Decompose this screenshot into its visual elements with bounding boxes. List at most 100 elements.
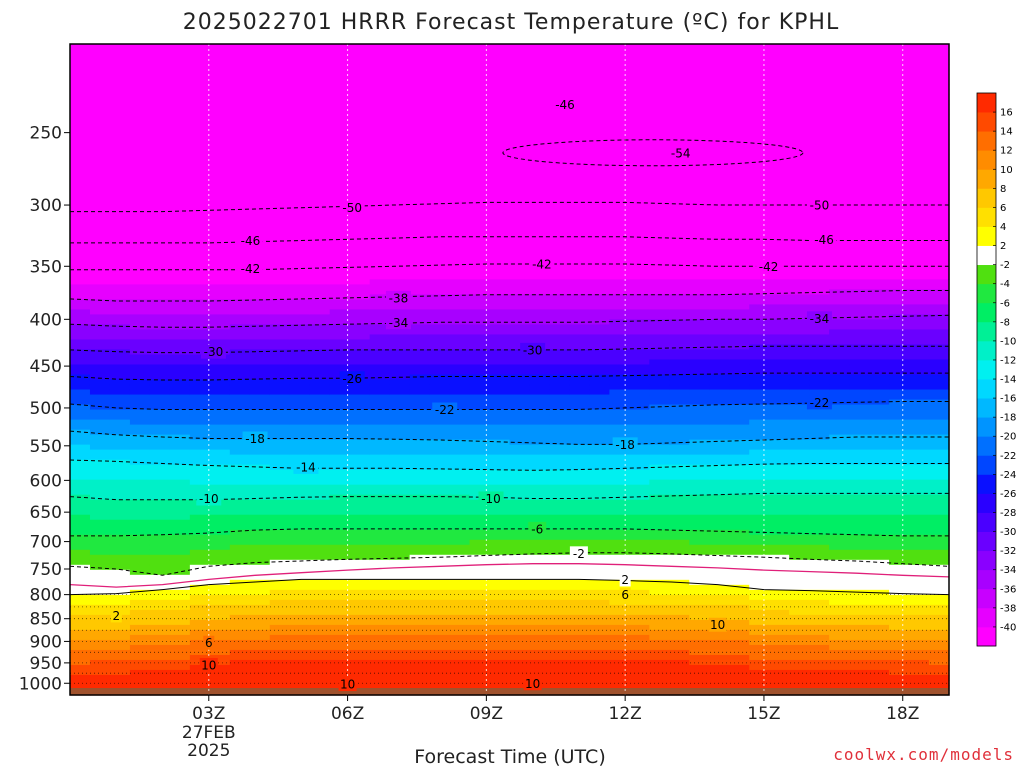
field-cell bbox=[469, 49, 491, 55]
field-cell bbox=[289, 124, 311, 130]
field-cell bbox=[229, 499, 251, 506]
field-cell bbox=[549, 249, 571, 255]
field-cell bbox=[669, 569, 690, 576]
field-cell bbox=[449, 569, 471, 576]
field-cell bbox=[829, 79, 850, 85]
field-cell bbox=[629, 119, 650, 125]
field-cell bbox=[109, 544, 131, 551]
field-cell bbox=[349, 464, 371, 471]
field-cell bbox=[429, 654, 451, 661]
field-cell bbox=[549, 504, 571, 511]
field-cell bbox=[429, 74, 451, 80]
field-cell bbox=[369, 509, 391, 516]
field-cell bbox=[369, 584, 391, 591]
field-cell bbox=[809, 134, 830, 140]
field-cell bbox=[489, 449, 511, 456]
field-cell bbox=[569, 384, 591, 391]
field-cell bbox=[89, 519, 111, 526]
field-cell bbox=[249, 409, 271, 416]
field-cell bbox=[549, 144, 571, 150]
field-cell bbox=[389, 364, 411, 371]
field-cell bbox=[409, 499, 431, 506]
field-cell bbox=[129, 439, 151, 446]
field-cell bbox=[89, 569, 111, 576]
field-cell bbox=[529, 429, 551, 436]
field-cell bbox=[789, 174, 810, 180]
field-cell bbox=[409, 629, 431, 636]
field-cell bbox=[369, 444, 391, 451]
field-cell bbox=[89, 204, 111, 210]
field-cell bbox=[129, 464, 151, 471]
field-cell bbox=[289, 304, 311, 311]
field-cell bbox=[169, 74, 191, 80]
field-cell bbox=[749, 314, 770, 321]
field-cell bbox=[589, 369, 610, 376]
field-cell bbox=[189, 464, 211, 471]
field-cell bbox=[729, 609, 750, 616]
field-cell bbox=[469, 584, 491, 591]
field-cell bbox=[249, 224, 271, 230]
field-cell bbox=[689, 159, 710, 165]
field-cell bbox=[229, 424, 251, 431]
field-cell bbox=[129, 494, 151, 501]
field-cell bbox=[489, 649, 511, 656]
field-cell bbox=[449, 224, 471, 230]
field-cell bbox=[149, 684, 171, 691]
field-cell bbox=[149, 404, 171, 411]
field-cell bbox=[729, 584, 750, 591]
field-cell bbox=[649, 299, 670, 305]
field-cell bbox=[689, 94, 710, 100]
field-cell bbox=[389, 214, 411, 220]
field-cell bbox=[70, 59, 91, 65]
field-cell bbox=[769, 634, 790, 641]
field-cell bbox=[749, 284, 770, 290]
field-cell bbox=[769, 229, 790, 235]
field-cell bbox=[469, 684, 491, 691]
field-cell bbox=[749, 99, 770, 105]
field-cell bbox=[109, 234, 131, 240]
field-cell bbox=[109, 384, 131, 391]
field-cell bbox=[349, 559, 371, 566]
field-cell bbox=[469, 469, 491, 476]
field-cell bbox=[629, 454, 650, 461]
field-cell bbox=[369, 229, 391, 235]
field-cell bbox=[449, 464, 471, 471]
field-cell bbox=[70, 214, 91, 220]
field-cell bbox=[829, 149, 850, 155]
field-cell bbox=[669, 684, 690, 691]
field-cell bbox=[189, 89, 211, 95]
field-cell bbox=[789, 384, 810, 391]
field-cell bbox=[649, 59, 670, 65]
field-cell bbox=[309, 389, 331, 396]
field-cell bbox=[529, 559, 551, 566]
field-cell bbox=[309, 374, 331, 381]
field-cell bbox=[369, 654, 391, 661]
field-cell bbox=[349, 649, 371, 656]
field-cell bbox=[449, 499, 471, 506]
field-cell bbox=[70, 119, 91, 125]
field-cell bbox=[269, 49, 291, 55]
field-cell bbox=[789, 429, 810, 436]
field-cell bbox=[649, 644, 670, 651]
field-cell bbox=[329, 284, 351, 290]
field-cell bbox=[529, 469, 551, 476]
field-cell bbox=[409, 139, 431, 145]
field-cell bbox=[589, 334, 610, 341]
field-cell bbox=[629, 204, 650, 210]
field-cell bbox=[349, 394, 371, 401]
field-cell bbox=[769, 584, 790, 591]
field-cell bbox=[469, 414, 491, 421]
field-cell bbox=[289, 79, 311, 85]
field-cell bbox=[369, 54, 391, 60]
field-cell bbox=[789, 454, 810, 461]
field-cell bbox=[229, 279, 251, 285]
field-cell bbox=[469, 379, 491, 386]
field-cell bbox=[409, 74, 431, 80]
field-cell bbox=[129, 639, 151, 646]
field-cell bbox=[249, 69, 271, 75]
field-cell bbox=[809, 379, 830, 386]
field-cell bbox=[309, 344, 331, 351]
field-cell bbox=[609, 244, 630, 250]
field-cell bbox=[609, 364, 630, 371]
field-cell bbox=[189, 634, 211, 641]
